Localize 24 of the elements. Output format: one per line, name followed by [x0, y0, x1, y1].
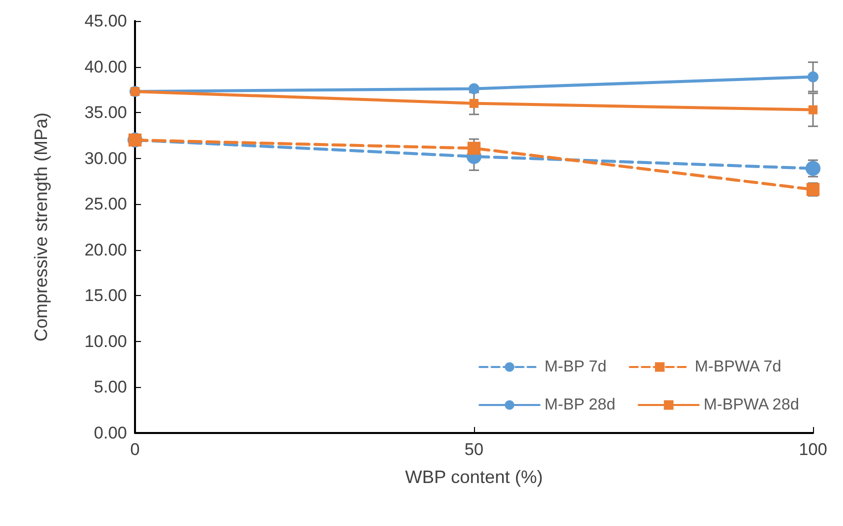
legend-label: M-BPWA 7d [694, 358, 782, 376]
y-tick-label: 5.00 [94, 378, 127, 397]
point [468, 83, 480, 94]
y-tick-label: 35.00 [84, 103, 127, 122]
point [468, 142, 480, 155]
point [470, 98, 478, 108]
legend-label: M-BP 28d [544, 396, 616, 414]
y-tick-label: 45.00 [84, 12, 127, 30]
y-tick-label: 15.00 [84, 286, 127, 306]
y-tick-label: 25.00 [84, 194, 127, 214]
legend-label: M-BPWA 28d [704, 396, 800, 414]
y-tick-label: 20.00 [84, 240, 127, 260]
x-tick-label: 0 [130, 440, 140, 459]
point [808, 71, 818, 82]
y-tick-label: 10.00 [84, 332, 127, 351]
y-tick-label: 0.00 [94, 424, 127, 442]
x-axis-title: WBP content (%) [405, 467, 543, 487]
y-tick-label: 40.00 [84, 57, 127, 76]
legend-label: M-BP 7d [544, 358, 606, 376]
y-axis-title: Compressive strength (MPa) [31, 112, 51, 342]
y-tick-label: 30.00 [84, 148, 127, 168]
point [808, 105, 818, 114]
x-tick-label: 50 [464, 440, 484, 459]
x-tick-label: 100 [798, 440, 828, 459]
